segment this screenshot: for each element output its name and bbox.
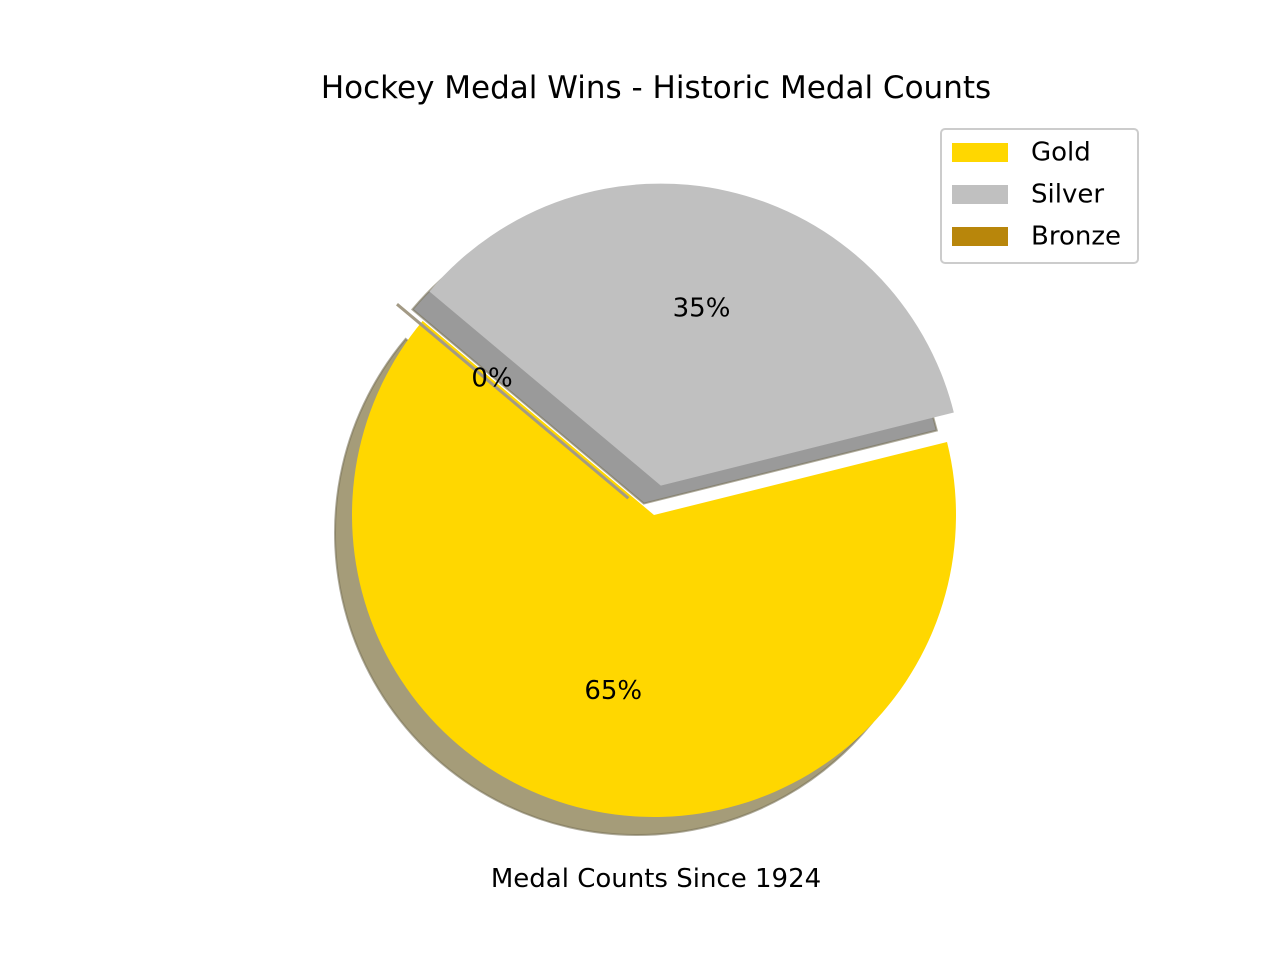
slices <box>352 183 957 818</box>
legend: Gold Silver Bronze <box>940 128 1139 264</box>
legend-label-gold: Gold <box>1031 138 1091 168</box>
pct-label-silver: 35% <box>673 294 731 324</box>
x-axis-label: Medal Counts Since 1924 <box>491 864 821 894</box>
legend-label-bronze: Bronze <box>1031 222 1121 252</box>
slice-bronze <box>396 303 630 500</box>
pct-label-gold: 65% <box>584 676 642 706</box>
slice-gold <box>352 320 957 818</box>
slice-silver <box>429 183 954 486</box>
legend-swatch-silver <box>952 185 1008 204</box>
legend-label-silver: Silver <box>1031 180 1104 210</box>
pct-label-bronze: 0% <box>471 364 512 394</box>
legend-swatch-gold <box>952 143 1008 162</box>
legend-swatch-bronze <box>952 227 1008 246</box>
chart-title: Hockey Medal Wins - Historic Medal Count… <box>321 70 991 106</box>
percentage-labels: 65% 35% 0% <box>471 294 730 707</box>
